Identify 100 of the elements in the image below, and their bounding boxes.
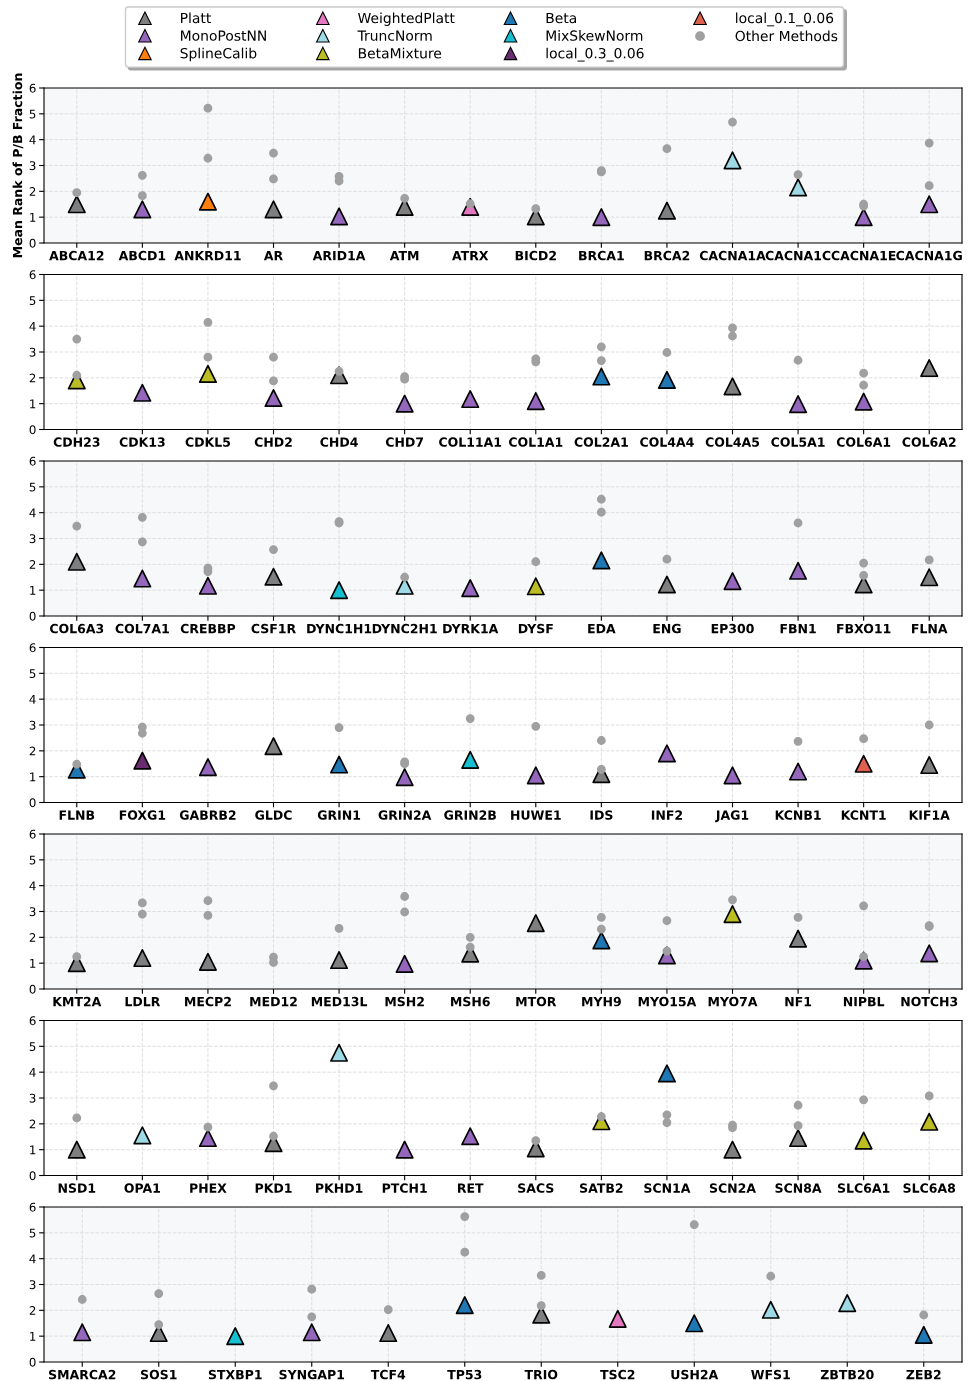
y-tick-label: 6 bbox=[29, 456, 36, 466]
y-tick-label: 4 bbox=[29, 1254, 36, 1264]
x-tick-label: FLNA bbox=[912, 624, 948, 634]
x-tick-label: GRIN1 bbox=[317, 810, 361, 820]
legend-label: MonoPostNN bbox=[181, 30, 266, 41]
point bbox=[330, 755, 349, 774]
point bbox=[596, 736, 606, 745]
y-tick-label: 1 bbox=[30, 213, 36, 222]
y-tick-label: 5 bbox=[29, 1228, 36, 1238]
y-tick-label: 4 bbox=[29, 881, 36, 891]
y-tick-label: 3 bbox=[29, 161, 36, 171]
point bbox=[72, 1113, 82, 1123]
x-tick-label: DYNC1H1 bbox=[307, 623, 372, 634]
x-tick-label: JAG1 bbox=[715, 810, 749, 823]
y-tick-label: 0 bbox=[29, 1357, 36, 1367]
y-tick-label: 3 bbox=[29, 1280, 36, 1290]
x-tick-label: TP53 bbox=[447, 1369, 482, 1380]
x-tick-label: INF2 bbox=[651, 810, 683, 820]
legend-label: TruncNorm bbox=[357, 30, 432, 41]
x-tick-label: WFS1 bbox=[751, 1369, 790, 1380]
x-tick-label: SMARCA2 bbox=[49, 1369, 116, 1380]
point bbox=[461, 1127, 480, 1146]
x-tick-label: AR bbox=[263, 251, 283, 261]
x-tick-label: DYSF bbox=[518, 623, 553, 634]
y-tick-label: 1 bbox=[30, 586, 36, 595]
x-tick-label: COL6A2 bbox=[902, 437, 956, 447]
y-tick-label: 5 bbox=[29, 855, 36, 865]
y-tick-label: 5 bbox=[29, 669, 36, 678]
x-tick-label: GLDC bbox=[255, 810, 292, 820]
point bbox=[859, 1095, 869, 1105]
x-tick-label: GABRB2 bbox=[179, 810, 236, 820]
x-tick-label: CDH23 bbox=[53, 437, 100, 447]
point bbox=[72, 759, 82, 769]
x-tick-label: FLNB bbox=[59, 810, 95, 820]
x-tick-label: COL2A1 bbox=[574, 437, 628, 447]
y-tick-label: 1 bbox=[30, 1145, 36, 1155]
y-tick-label: 0 bbox=[29, 611, 36, 621]
y-tick-label: 0 bbox=[29, 798, 36, 808]
x-tick-label: TCF4 bbox=[370, 1369, 406, 1380]
x-tick-label: ZBTB20 bbox=[820, 1369, 874, 1380]
x-tick-label: PTCH1 bbox=[382, 1183, 427, 1193]
x-tick-label: CSF1R bbox=[251, 623, 296, 634]
x-tick-label: MSH2 bbox=[385, 996, 424, 1007]
x-tick-label: COL6A1 bbox=[836, 437, 891, 447]
y-axis-title: Mean Rank of P/B Fraction bbox=[12, 73, 24, 258]
x-tick-label: COL4A4 bbox=[640, 437, 694, 447]
y-tick-label: 2 bbox=[29, 1119, 36, 1129]
y-tick-label: 2 bbox=[29, 1306, 36, 1315]
x-tick-label: LDLR bbox=[125, 997, 161, 1007]
x-tick-label: KMT2A bbox=[53, 996, 102, 1007]
x-tick-label: EP300 bbox=[711, 623, 754, 634]
legend-label: MixSkewNorm bbox=[546, 30, 643, 41]
x-tick-label: EDA bbox=[588, 624, 616, 634]
point bbox=[657, 1064, 676, 1083]
x-tick-label: PKHD1 bbox=[316, 1183, 363, 1193]
point bbox=[67, 1140, 86, 1159]
x-tick-label: USH2A bbox=[671, 1369, 719, 1380]
x-tick-label: DYRK1A bbox=[443, 624, 499, 634]
legend-label: SplineCalib bbox=[180, 47, 257, 62]
point bbox=[789, 762, 808, 781]
y-tick-label: 6 bbox=[29, 829, 36, 839]
point bbox=[465, 714, 475, 723]
x-tick-label: SCN8A bbox=[775, 1183, 822, 1193]
point bbox=[395, 768, 414, 787]
x-tick-label: ANKRD11 bbox=[174, 251, 241, 261]
x-tick-label: CDK13 bbox=[119, 437, 165, 447]
legend-label: BetaMixture bbox=[358, 47, 442, 59]
y-tick-label: 1 bbox=[30, 959, 36, 968]
y-tick-label: 5 bbox=[29, 482, 36, 492]
point bbox=[531, 721, 541, 731]
point bbox=[723, 766, 742, 785]
y-tick-label: 6 bbox=[29, 270, 36, 280]
point bbox=[269, 1131, 278, 1141]
y-tick-label: 3 bbox=[29, 347, 36, 357]
x-tick-label: SLC6A1 bbox=[837, 1183, 890, 1193]
x-tick-label: SYNGAP1 bbox=[279, 1369, 345, 1380]
x-tick-label: SOS1 bbox=[140, 1369, 177, 1380]
x-tick-label: RET bbox=[458, 1183, 484, 1193]
point bbox=[133, 751, 152, 770]
x-tick-label: ATM bbox=[389, 251, 419, 261]
x-tick-label: BRCA2 bbox=[644, 250, 690, 261]
x-tick-label: ARID1A bbox=[312, 251, 366, 261]
x-tick-label: MYH9 bbox=[582, 996, 621, 1007]
y-tick-label: 5 bbox=[29, 1042, 36, 1051]
x-tick-label: ABCA12 bbox=[49, 250, 104, 261]
y-tick-label: 6 bbox=[29, 1016, 36, 1026]
x-tick-label: NOTCH3 bbox=[901, 996, 958, 1007]
x-tick-label: TRIO bbox=[524, 1369, 558, 1380]
x-tick-label: KCNT1 bbox=[841, 810, 886, 820]
y-tick-label: 2 bbox=[29, 187, 36, 196]
legend-label: WeightedPlatt bbox=[358, 12, 455, 26]
y-tick-label: 5 bbox=[29, 296, 36, 305]
x-tick-label: ENG bbox=[653, 623, 681, 634]
x-tick-label: CDKL5 bbox=[185, 437, 230, 447]
y-tick-label: 2 bbox=[29, 373, 36, 383]
x-tick-label: CREBBP bbox=[180, 623, 236, 634]
point bbox=[395, 1140, 414, 1159]
y-tick-label: 4 bbox=[29, 508, 36, 518]
point bbox=[793, 1121, 803, 1131]
x-tick-label: GRIN2B bbox=[444, 810, 496, 820]
